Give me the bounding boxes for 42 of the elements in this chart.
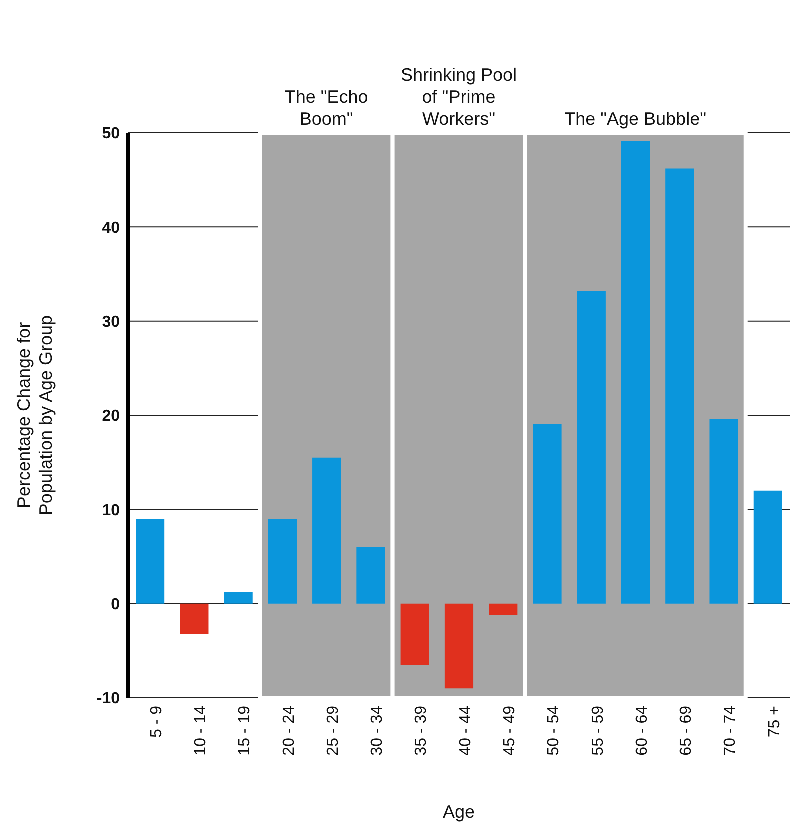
x-tick-label: 30 - 34 [369, 706, 386, 756]
bar [621, 141, 650, 604]
bar [224, 592, 253, 604]
x-tick-label: 50 - 54 [546, 706, 563, 756]
x-tick-label: 25 - 29 [324, 706, 342, 756]
bar [312, 458, 342, 604]
x-tick-label: 65 - 69 [678, 706, 696, 756]
band-label: The "Echo Boom" [284, 87, 368, 129]
x-tick-label: 55 - 59 [590, 706, 607, 756]
band-label: Shrinking Pool of "Prime Workers" [400, 65, 518, 129]
y-tick-label: 30 [102, 314, 120, 332]
x-tick-label: 20 - 24 [280, 706, 298, 756]
x-tick-label: 10 - 14 [192, 706, 210, 756]
bar [136, 519, 165, 604]
y-axis-title: Percentage Change for Population by Age Group [14, 315, 56, 516]
bar [400, 604, 430, 666]
x-tick-label: 45 - 49 [501, 706, 518, 756]
bar [268, 519, 298, 604]
x-tick-label: 40 - 44 [457, 706, 474, 756]
bar [356, 547, 386, 604]
x-tick-label: 15 - 19 [236, 706, 254, 756]
x-tick-label: 75 + [766, 706, 784, 738]
x-tick-label: 5 - 9 [148, 706, 166, 738]
bar [180, 604, 209, 634]
bar [489, 604, 518, 616]
y-tick-label: 50 [102, 126, 120, 143]
y-tick-label: 10 [102, 502, 120, 520]
x-tick-label: 60 - 64 [634, 706, 651, 756]
y-tick-label: -10 [96, 690, 120, 708]
x-tick-label: 35 - 39 [413, 706, 430, 756]
bar [444, 604, 474, 689]
y-tick-label: 0 [111, 596, 120, 614]
bar [710, 419, 738, 604]
x-tick-label: 70 - 74 [722, 706, 740, 756]
x-axis-title: Age [442, 802, 476, 822]
bar [754, 490, 782, 604]
bar [666, 168, 694, 604]
band-label: The "Age Bubble" [564, 109, 706, 129]
bar [533, 424, 562, 604]
y-tick-label: 40 [102, 220, 120, 237]
y-tick-label: 20 [102, 408, 120, 426]
bar [577, 291, 606, 604]
